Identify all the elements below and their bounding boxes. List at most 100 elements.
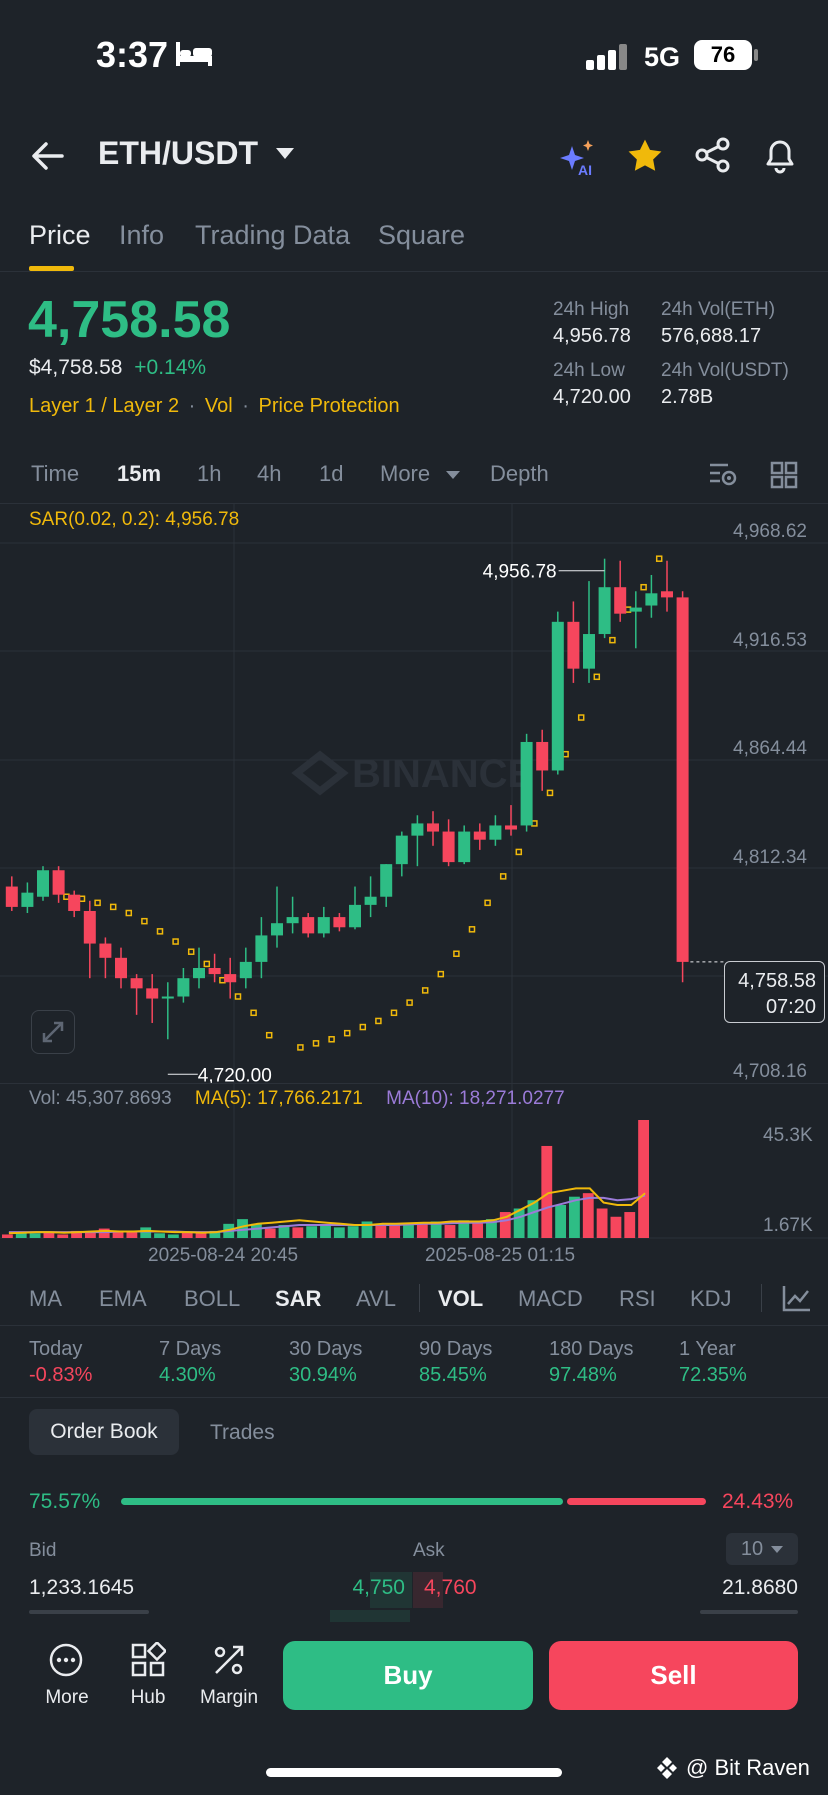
candle-body — [614, 587, 627, 614]
sar-dot — [562, 750, 569, 758]
sell-button[interactable]: Sell — [549, 1641, 798, 1710]
volume-bar — [181, 1232, 193, 1238]
volume-bar — [541, 1145, 553, 1238]
sar-dot — [312, 1040, 320, 1047]
sar-dot — [203, 960, 211, 968]
candles — [5, 558, 689, 1040]
ask-column-header: Ask — [413, 1540, 445, 1561]
ind-macd[interactable]: MACD — [518, 1286, 583, 1311]
tag-row: Layer 1 / Layer 2 · Vol · Price Protecti… — [29, 395, 400, 418]
tag-vol[interactable]: Vol — [204, 395, 233, 417]
y-tick-1: 4,968.62 — [733, 521, 807, 542]
tf-1d[interactable]: 1d — [319, 461, 344, 486]
perf-label-7d: 7 Days — [159, 1338, 222, 1360]
sar-dot — [593, 673, 601, 681]
volume-bar — [472, 1222, 484, 1238]
candle-body — [567, 621, 580, 669]
volume-legend: Vol: 45,307.8693 MA(5): 17,766.2171 MA(1… — [29, 1088, 565, 1110]
candle-body — [83, 910, 96, 944]
vol-usdt-label: 24h Vol(USDT) — [661, 360, 789, 381]
buy-button[interactable]: Buy — [283, 1641, 533, 1710]
volume-bar — [610, 1216, 622, 1238]
candle-body — [68, 894, 81, 911]
vol-eth-label: 24h Vol(ETH) — [661, 299, 776, 320]
ai-icon[interactable]: AI — [558, 138, 602, 183]
order-row[interactable]: 1,233.1645 4,750 4,760 21.8680 — [0, 1572, 828, 1608]
low-marker-label: 4,720.00 — [198, 1065, 272, 1086]
battery-cap-icon — [754, 49, 758, 61]
volume-bar — [29, 1233, 41, 1238]
tf-depth[interactable]: Depth — [490, 461, 549, 486]
ind-kdj[interactable]: KDJ — [690, 1286, 732, 1311]
candle-body — [411, 823, 424, 836]
volume-bar — [264, 1228, 276, 1238]
candle-body — [161, 996, 174, 999]
ind-sar[interactable]: SAR — [275, 1286, 322, 1311]
volume-bar — [375, 1223, 387, 1238]
favorite-star-icon[interactable] — [626, 138, 664, 179]
pair-title: ETH/USDT — [98, 135, 258, 171]
ind-boll[interactable]: BOLL — [184, 1286, 241, 1311]
more-button[interactable]: More — [27, 1640, 107, 1715]
depth-value: 10 — [740, 1537, 764, 1560]
back-arrow-icon[interactable] — [30, 138, 66, 179]
tag-layer[interactable]: Layer 1 / Layer 2 — [29, 395, 180, 417]
tf-more[interactable]: More — [380, 461, 461, 487]
ask-percent: 24.43% — [722, 1490, 794, 1513]
volume-bar — [513, 1208, 525, 1238]
network-type: 5G — [644, 42, 681, 72]
tab-info[interactable]: Info — [119, 220, 165, 250]
candle-body — [629, 607, 642, 612]
bell-icon[interactable] — [762, 136, 798, 179]
signal-icon — [586, 44, 630, 75]
sar-dot — [531, 820, 538, 827]
ind-vol[interactable]: VOL — [438, 1286, 484, 1311]
grid-layout-icon[interactable] — [770, 461, 798, 494]
tf-4h[interactable]: 4h — [257, 461, 282, 486]
tf-15m[interactable]: 15m — [117, 461, 162, 486]
volume-bar — [403, 1223, 414, 1238]
home-indicator — [266, 1768, 562, 1777]
candle-body — [333, 917, 346, 928]
ind-avl[interactable]: AVL — [356, 1286, 396, 1311]
volume-bar — [638, 1120, 649, 1238]
high-marker-label: 4,956.78 — [483, 562, 557, 583]
margin-button[interactable]: Margin — [189, 1640, 269, 1715]
candle-body — [458, 831, 471, 863]
hub-button[interactable]: Hub — [108, 1640, 188, 1715]
volume-bar — [292, 1227, 304, 1238]
indicator-settings-icon[interactable] — [782, 1284, 812, 1317]
ind-ema[interactable]: EMA — [99, 1286, 147, 1311]
ind-rsi[interactable]: RSI — [619, 1286, 656, 1311]
tag-price-protection[interactable]: Price Protection — [258, 395, 400, 417]
tab-order-book[interactable]: Order Book — [29, 1409, 179, 1455]
volume-bar — [71, 1230, 82, 1238]
sar-dot — [406, 999, 413, 1006]
candle-body — [271, 923, 283, 936]
tf-1h[interactable]: 1h — [197, 461, 222, 486]
tab-price[interactable]: Price — [29, 220, 91, 250]
pair-selector[interactable]: ETH/USDT — [98, 135, 294, 172]
tab-order-book-label: Order Book — [50, 1420, 158, 1443]
ind-ma[interactable]: MA — [29, 1286, 62, 1311]
perf-label-today: Today — [29, 1338, 83, 1360]
tab-square[interactable]: Square — [378, 220, 466, 250]
candlestick-chart[interactable]: BINANCE 4,956.78 4,720.00 — [0, 504, 828, 1240]
tab-trades[interactable]: Trades — [210, 1421, 275, 1444]
y-tick-3: 4,864.44 — [733, 738, 807, 759]
bid-quantity: 1,233.1645 — [29, 1576, 135, 1599]
ask-ratio-bar — [567, 1498, 706, 1505]
sar-dot — [328, 1036, 335, 1043]
depth-selector[interactable]: 10 — [726, 1533, 798, 1565]
more-label: More — [45, 1687, 89, 1708]
tab-trading-data[interactable]: Trading Data — [195, 220, 351, 250]
sar-dot — [63, 893, 70, 900]
chart-settings-icon[interactable] — [708, 459, 738, 494]
sar-dot — [499, 873, 507, 880]
candle-body — [661, 591, 673, 598]
usd-price: $4,758.58 — [29, 356, 123, 379]
expand-chart-icon[interactable] — [31, 1010, 75, 1054]
sar-dot — [640, 583, 647, 591]
share-icon[interactable] — [694, 136, 732, 179]
tf-time[interactable]: Time — [31, 461, 80, 486]
